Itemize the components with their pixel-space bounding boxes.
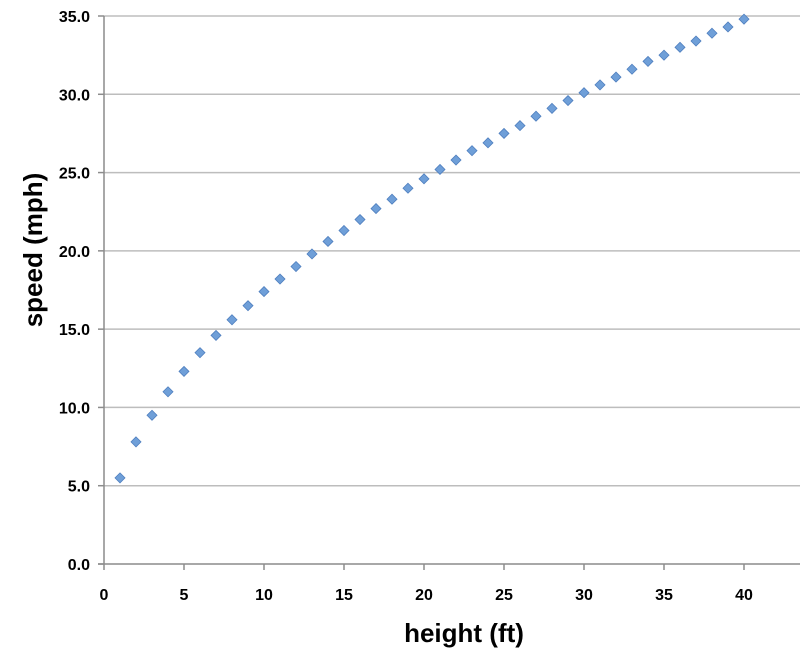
- data-point: [626, 63, 638, 75]
- x-tick-label: 20: [415, 587, 433, 604]
- y-tick-label: 30.0: [59, 87, 90, 104]
- data-point: [226, 314, 238, 326]
- axes: [98, 15, 800, 570]
- gridlines: [104, 15, 800, 487]
- y-axis-title: speed (mph): [18, 173, 48, 328]
- data-point: [130, 436, 142, 448]
- data-point: [178, 365, 190, 377]
- x-tick-label: 30: [575, 587, 593, 604]
- data-point: [258, 286, 270, 298]
- x-tick-label: 10: [255, 587, 273, 604]
- data-point: [450, 154, 462, 166]
- y-tick-label: 20.0: [59, 244, 90, 261]
- data-point: [242, 300, 254, 312]
- data-point: [354, 213, 366, 226]
- data-point: [642, 55, 654, 67]
- y-tick-label: 10.0: [59, 400, 90, 417]
- data-point: [194, 347, 206, 359]
- data-point: [738, 13, 750, 25]
- data-point: [482, 137, 494, 149]
- data-point: [114, 472, 126, 484]
- y-tick-label: 25.0: [59, 166, 90, 183]
- data-point: [274, 273, 286, 285]
- x-tick-label: 5: [180, 587, 189, 604]
- x-tick-labels: 0 5 10 15 20 25 30 35 40: [100, 587, 753, 604]
- y-tick-label: 35.0: [59, 9, 90, 26]
- x-tick-label: 40: [735, 587, 753, 604]
- data-point: [722, 21, 734, 33]
- y-tick-label: 15.0: [59, 322, 90, 339]
- data-points: [114, 13, 750, 484]
- data-point: [674, 41, 686, 53]
- data-point: [530, 110, 542, 122]
- data-point: [658, 49, 670, 61]
- data-point: [610, 71, 622, 83]
- data-point: [370, 203, 382, 215]
- data-point: [162, 386, 174, 398]
- data-point: [706, 27, 718, 39]
- y-tick-labels: 0.0 5.0 10.0 15.0 20.0 25.0 30.0 35.0: [59, 9, 90, 574]
- data-point: [402, 182, 414, 194]
- data-point: [210, 329, 222, 341]
- x-tick-label: 25: [495, 587, 513, 604]
- data-point: [498, 127, 510, 139]
- y-tick-label: 0.0: [68, 557, 90, 574]
- x-tick-label: 0: [100, 587, 109, 604]
- data-point: [514, 120, 526, 132]
- data-point: [434, 163, 446, 176]
- data-point: [338, 224, 350, 237]
- x-tick-label: 15: [335, 587, 353, 604]
- data-point: [386, 193, 398, 205]
- data-point: [546, 102, 558, 114]
- data-point: [562, 94, 574, 107]
- y-tick-label: 5.0: [68, 479, 90, 496]
- data-point: [690, 35, 702, 47]
- x-axis-title: height (ft): [404, 618, 524, 648]
- data-point: [594, 79, 606, 91]
- data-point: [290, 260, 302, 273]
- data-point: [322, 235, 334, 248]
- x-tick-label: 35: [655, 587, 673, 604]
- data-point: [578, 87, 590, 99]
- data-point: [466, 145, 478, 157]
- data-point: [306, 248, 318, 260]
- data-point: [146, 409, 158, 421]
- data-point: [418, 173, 430, 185]
